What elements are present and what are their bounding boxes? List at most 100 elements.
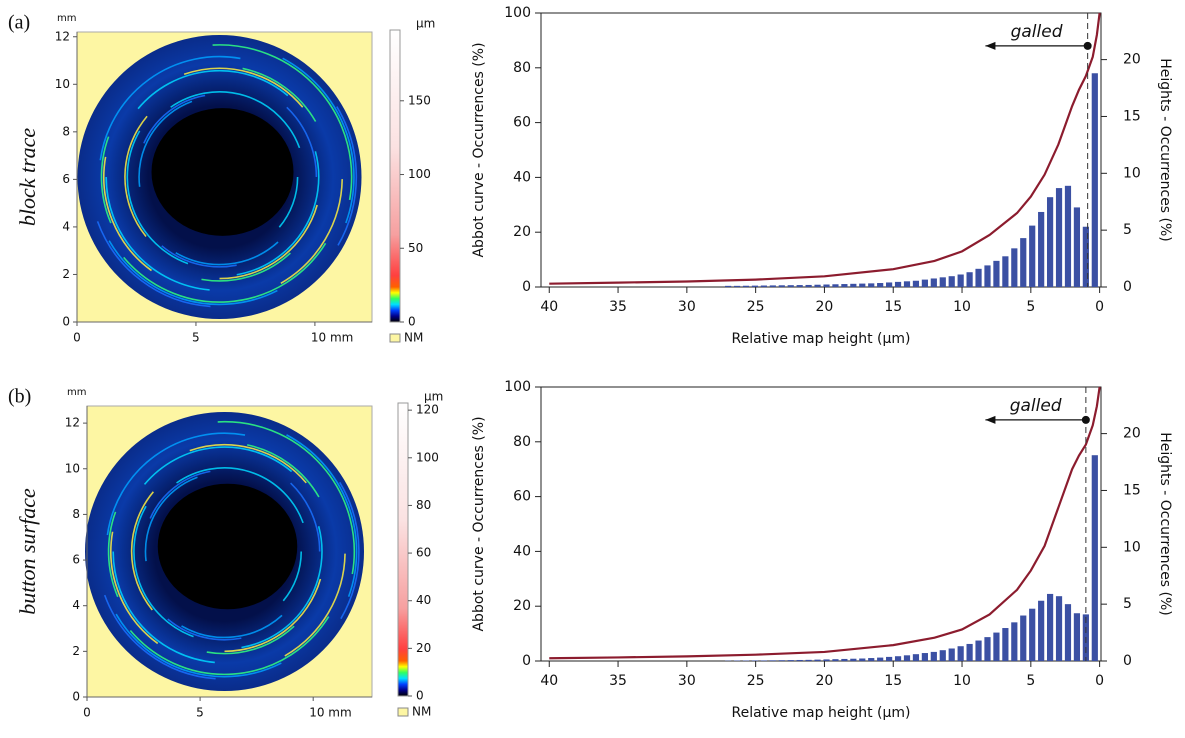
bar: [921, 653, 928, 661]
x-axis-title: Relative map height (µm): [731, 705, 910, 721]
x-tick-label: 20: [816, 673, 834, 689]
map-texture: [280, 179, 344, 284]
bar: [930, 278, 937, 287]
bar: [769, 285, 776, 287]
bar: [1073, 613, 1081, 661]
map-y-tick-label: 8: [62, 124, 70, 138]
colorbar-unit: µm: [424, 390, 443, 404]
map-texture: [96, 221, 211, 308]
map-texture: [236, 151, 320, 276]
bar: [760, 660, 767, 661]
y2-axis-title: Heights - Occurrences (%): [1157, 432, 1173, 616]
x-tick-label: 35: [609, 673, 627, 689]
x-tick-label: 5: [1026, 299, 1035, 315]
map-texture: [339, 481, 360, 620]
bar: [751, 285, 759, 287]
map-texture: [105, 176, 210, 291]
x-tick-label: 0: [1095, 299, 1104, 315]
y-tick-label: 20: [513, 598, 531, 614]
bar: [814, 284, 821, 287]
annotation-dot: [1081, 415, 1090, 424]
map-x-tick-label: 5: [196, 706, 204, 720]
bar: [850, 283, 857, 287]
map-y-tick-label: 8: [72, 507, 80, 521]
bar: [823, 284, 830, 287]
bar: [957, 274, 964, 287]
y-tick-label: 100: [504, 379, 531, 395]
map-texture: [241, 526, 323, 649]
map-y-tick-label: 10: [55, 77, 70, 91]
bar: [993, 632, 1000, 661]
x-tick-label: 20: [816, 299, 834, 315]
y2-tick-label: 0: [1123, 653, 1132, 669]
bar: [805, 284, 812, 287]
y-tick-label: 40: [513, 169, 531, 185]
bar: [814, 659, 821, 661]
map-texture: [123, 242, 327, 303]
map-texture: [133, 505, 194, 638]
y2-tick-label: 5: [1123, 596, 1132, 612]
bar: [787, 285, 794, 287]
map-x-tick-label: 5: [192, 331, 200, 345]
arrow-head: [985, 415, 996, 424]
y-axis-title: Abbot curve - Occurrences (%): [471, 416, 487, 631]
bar: [769, 660, 776, 661]
bar: [1055, 188, 1063, 287]
bar: [912, 654, 920, 661]
bar: [975, 640, 982, 661]
map-y-tick-label: 10: [65, 461, 80, 475]
map-texture: [126, 130, 189, 265]
x-tick-label: 15: [884, 673, 902, 689]
bar: [841, 284, 848, 287]
map-texture: [278, 176, 299, 228]
colorbar-tick-label: 120: [416, 403, 439, 417]
y2-tick-label: 10: [1123, 539, 1141, 555]
bar: [859, 283, 866, 287]
bar: [939, 277, 946, 287]
map-texture: [217, 420, 356, 575]
bar: [796, 285, 803, 287]
bar: [903, 655, 911, 661]
x-tick-label: 30: [678, 673, 696, 689]
map-y-unit: mm: [57, 13, 76, 24]
bar: [939, 650, 946, 661]
y2-tick-label: 10: [1123, 165, 1141, 181]
bar: [877, 283, 884, 287]
bar: [886, 282, 893, 287]
bar: [1029, 225, 1036, 287]
map-texture: [282, 57, 355, 224]
map-y-tick-label: 6: [72, 553, 80, 567]
legend-label: NM: [404, 331, 423, 345]
annotation-text: galled: [1010, 396, 1062, 416]
bar: [1002, 256, 1009, 287]
bar: [733, 285, 741, 287]
x-tick-label: 25: [747, 673, 765, 689]
bar: [1011, 248, 1018, 287]
map-texture: [143, 94, 206, 144]
annotation-text: galled: [1011, 22, 1063, 42]
bar: [778, 660, 785, 661]
bar: [1038, 600, 1045, 661]
map-y-tick-label: 12: [65, 416, 80, 430]
bar: [850, 658, 857, 661]
x-tick-label: 40: [540, 673, 558, 689]
y-tick-label: 0: [522, 653, 531, 669]
x-tick-label: 40: [540, 299, 558, 315]
map-texture: [115, 613, 282, 678]
bar: [912, 280, 920, 287]
bar: [1091, 73, 1098, 287]
y2-tick-label: 20: [1123, 426, 1141, 442]
map-texture: [290, 482, 321, 552]
map-texture: [108, 240, 278, 306]
bar: [1038, 211, 1045, 287]
x-tick-label: 30: [678, 299, 696, 315]
map-texture: [219, 204, 318, 280]
map-x-tick-label: 10 mm: [311, 331, 353, 345]
map-texture: [106, 432, 246, 536]
bar: [984, 637, 991, 661]
colorbar-tick-label: 40: [416, 593, 431, 607]
panel-label: (a): [8, 12, 30, 34]
bar: [823, 659, 830, 661]
map-worn-zone: [151, 108, 294, 236]
map-texture: [130, 491, 154, 611]
